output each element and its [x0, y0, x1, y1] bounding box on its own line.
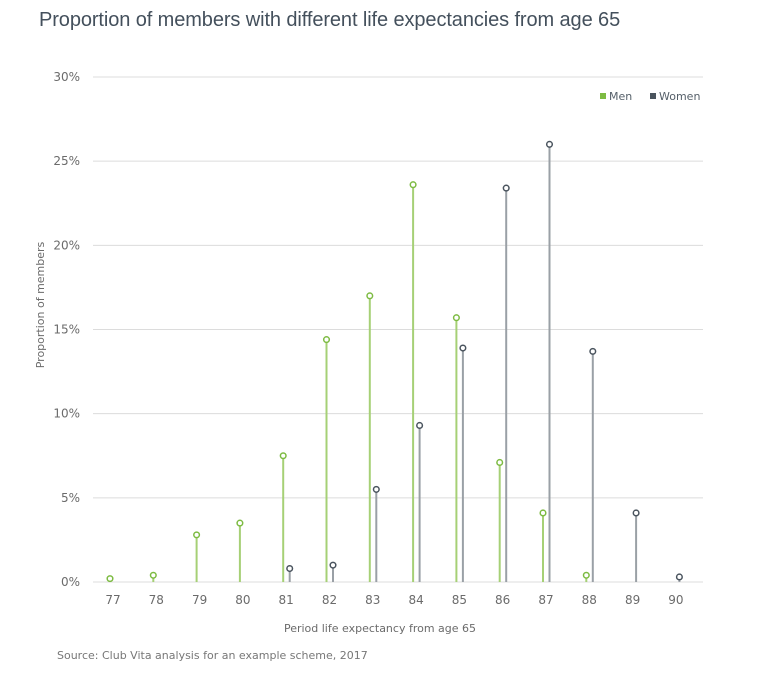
point-women-87 — [545, 140, 554, 148]
y-tick-label: 20% — [53, 238, 80, 252]
x-tick-label: 83 — [365, 593, 380, 607]
point-women-88 — [589, 347, 597, 355]
legend-label-women: Women — [659, 90, 700, 103]
point-men-81 — [279, 452, 287, 460]
point-men-88 — [582, 571, 590, 579]
x-tick-label: 77 — [105, 593, 120, 607]
x-axis-label: Period life expectancy from age 65 — [284, 622, 476, 635]
point-men-85 — [452, 314, 460, 322]
y-tick-labels: 0% 5% 10% 15% 20% 25% 30% — [53, 70, 80, 589]
x-tick-label: 80 — [235, 593, 250, 607]
y-tick-label: 25% — [53, 154, 80, 168]
point-men-79 — [193, 531, 201, 539]
point-men-83 — [366, 292, 374, 300]
point-women-85 — [459, 344, 467, 352]
x-tick-label: 84 — [408, 593, 423, 607]
y-tick-label: 30% — [53, 70, 80, 84]
x-tick-label: 87 — [538, 593, 553, 607]
x-tick-label: 85 — [452, 593, 467, 607]
point-men-77 — [106, 575, 114, 583]
legend-label-men: Men — [609, 90, 632, 103]
point-women-90 — [675, 573, 683, 581]
x-tick-label: 89 — [625, 593, 640, 607]
point-men-86 — [496, 458, 504, 467]
legend-swatch-men — [600, 93, 606, 99]
point-men-84 — [409, 181, 417, 189]
source-note: Source: Club Vita analysis for an exampl… — [57, 649, 368, 662]
legend: Men Women — [600, 90, 700, 103]
x-tick-label: 90 — [668, 593, 683, 607]
x-tick-label: 86 — [495, 593, 510, 607]
x-tick-labels: 77 78 79 80 81 82 83 84 85 86 87 88 89 90 — [105, 593, 683, 607]
point-women-89 — [632, 509, 640, 517]
point-women-82 — [329, 561, 337, 569]
x-tick-label: 79 — [192, 593, 207, 607]
point-men-87 — [539, 509, 547, 517]
point-women-83 — [372, 485, 380, 493]
gridlines — [93, 76, 703, 583]
x-tick-label: 78 — [149, 593, 164, 607]
point-women-86 — [502, 184, 510, 192]
point-men-80 — [236, 519, 244, 527]
x-tick-label: 88 — [582, 593, 597, 607]
x-tick-label: 81 — [279, 593, 294, 607]
data-marks — [106, 140, 683, 583]
x-tick-label: 82 — [322, 593, 337, 607]
point-women-81 — [286, 564, 294, 573]
y-tick-label: 0% — [61, 575, 80, 589]
point-men-82 — [322, 336, 331, 344]
legend-swatch-women — [650, 93, 656, 99]
point-women-84 — [416, 421, 424, 430]
point-men-78 — [149, 571, 157, 579]
y-axis-label: Proportion of members — [34, 241, 47, 368]
y-tick-label: 5% — [61, 491, 80, 505]
chart-title: Proportion of members with different lif… — [39, 9, 621, 31]
y-tick-label: 15% — [53, 323, 80, 337]
y-tick-label: 10% — [53, 407, 80, 421]
